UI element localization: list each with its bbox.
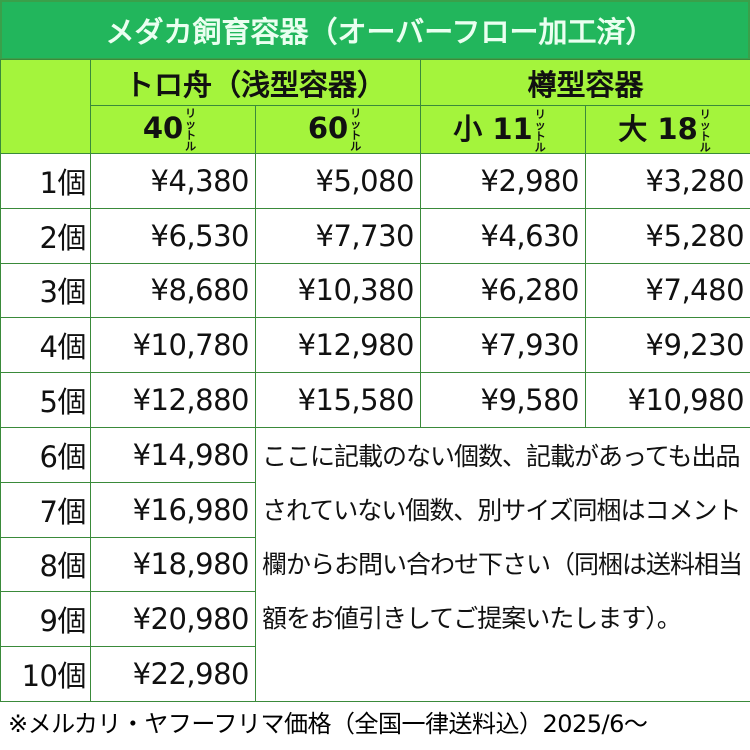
table-title: メダカ飼育容器（オーバーフロー加工済） <box>0 0 750 60</box>
quantity-cell: 5個 <box>0 372 91 428</box>
price-cell: ¥12,980 <box>254 317 422 374</box>
unit-label: リットル <box>534 108 546 154</box>
group-header-shallow: トロ舟（浅型容器） <box>89 59 422 106</box>
quantity-cell: 4個 <box>0 317 91 374</box>
price-cell: ¥22,980 <box>90 646 256 702</box>
price-cell: ¥12,880 <box>90 372 256 428</box>
price-cell: ¥10,380 <box>254 262 422 319</box>
price-cell: ¥10,980 <box>585 372 750 428</box>
price-cell: ¥5,080 <box>254 153 422 209</box>
price-cell: ¥10,780 <box>90 317 256 374</box>
price-table: トロ舟（浅型容器） 樽型容器 40 リットル 60 リットル 小 11 リットル 大 … <box>0 59 750 702</box>
column-label: 大 18 <box>618 112 698 146</box>
corner-cell <box>0 59 91 154</box>
price-cell: ¥16,980 <box>90 481 256 538</box>
price-cell: ¥20,980 <box>90 591 256 648</box>
column-header: 60 リットル <box>254 105 422 154</box>
quantity-cell: 3個 <box>0 262 91 319</box>
price-cell: ¥7,730 <box>254 207 422 264</box>
table-row: 10個 ¥22,980 <box>0 646 750 702</box>
quantity-cell: 8個 <box>0 536 91 593</box>
table-row: 3個 ¥8,680 ¥10,380 ¥6,280 ¥7,480 <box>0 262 750 319</box>
price-cell: ¥15,580 <box>254 372 422 428</box>
price-cell: ¥7,480 <box>585 262 750 319</box>
table-row: 5個 ¥12,880 ¥15,580 ¥9,580 ¥10,980 <box>0 372 750 428</box>
table-row: 4個 ¥10,780 ¥12,980 ¥7,930 ¥9,230 <box>0 317 750 374</box>
price-cell: ¥4,380 <box>90 153 256 209</box>
quantity-cell: 9個 <box>0 591 91 648</box>
footer-note: ※メルカリ・ヤフーフリマ価格（全国一律送料込）2025/6～ <box>8 710 648 738</box>
quantity-cell: 2個 <box>0 207 91 264</box>
price-cell: ¥9,580 <box>420 372 587 428</box>
quantity-cell: 7個 <box>0 481 91 538</box>
price-cell: ¥9,230 <box>585 317 750 374</box>
quantity-cell: 6個 <box>0 426 91 483</box>
column-header: 大 18 リットル <box>585 105 750 154</box>
unit-label: リットル <box>185 106 197 153</box>
price-cell: ¥6,280 <box>420 262 587 319</box>
column-label: 40 <box>142 110 184 145</box>
quantity-cell: 10個 <box>0 646 91 702</box>
price-cell: ¥14,980 <box>90 426 256 483</box>
table-row: 7個 ¥16,980 <box>0 481 750 538</box>
group-header-barrel: 樽型容器 <box>420 59 750 106</box>
price-cell: ¥6,530 <box>90 207 256 264</box>
price-cell: ¥8,680 <box>90 262 256 319</box>
price-cell: ¥4,630 <box>420 207 587 264</box>
table-row: 6個 ¥14,980 ここに記載のない個数、記載があっても出品されていない個数、別サ… <box>0 426 750 702</box>
price-cell: ¥2,980 <box>420 153 587 209</box>
price-cell: ¥7,930 <box>420 317 587 374</box>
unit-label: リットル <box>350 106 362 153</box>
unit-label: リットル <box>699 108 711 154</box>
price-cell: ¥3,280 <box>585 153 750 209</box>
column-label: 小 11 <box>453 112 533 146</box>
quantity-cell: 1個 <box>0 153 91 209</box>
price-cell: ¥18,980 <box>90 536 256 593</box>
column-header: 40 リットル <box>90 105 256 154</box>
table-row: 2個 ¥6,530 ¥7,730 ¥4,630 ¥5,280 <box>0 207 750 264</box>
column-label: 60 <box>307 110 349 145</box>
note-cell: ここに記載のない個数、記載があっても出品されていない個数、別サイズ同梱はコメント… <box>254 426 750 702</box>
table-row: 1個 ¥4,380 ¥5,080 ¥2,980 ¥3,280 <box>0 153 750 209</box>
price-cell: ¥5,280 <box>585 207 750 264</box>
table-row: 9個 ¥20,980 <box>0 591 750 648</box>
column-header: 小 11 リットル <box>420 105 587 154</box>
